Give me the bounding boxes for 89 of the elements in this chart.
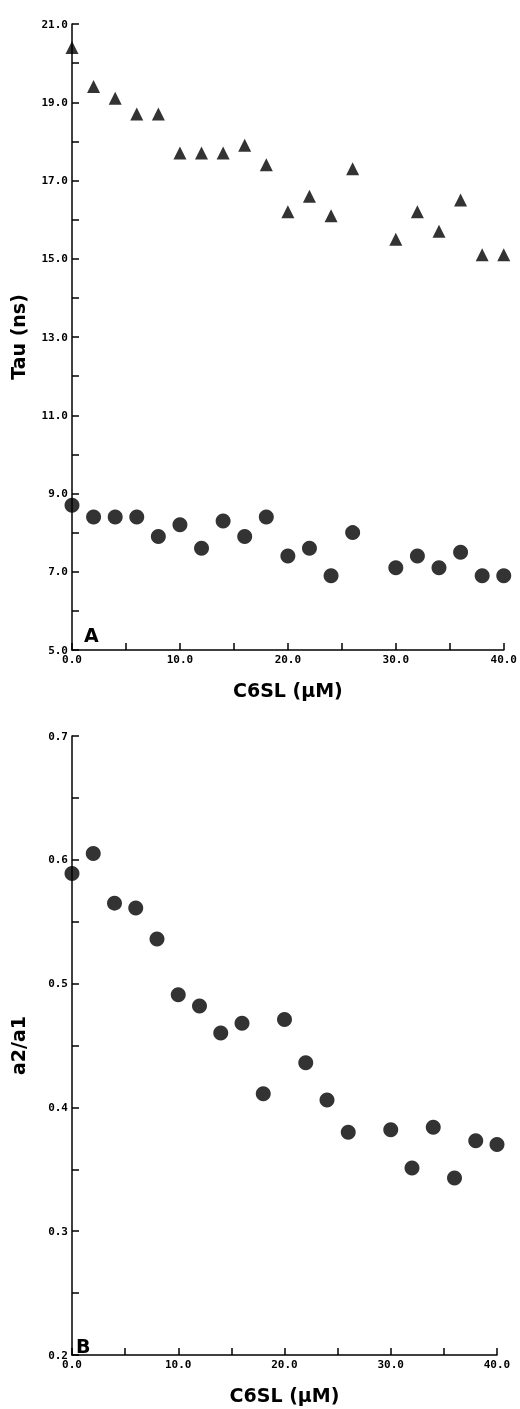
- point: [87, 80, 101, 94]
- point: [454, 193, 468, 207]
- point: [496, 568, 512, 584]
- y-tick-label: 21.0: [41, 17, 68, 31]
- point: [258, 509, 274, 525]
- point: [195, 146, 209, 160]
- point: [237, 529, 253, 545]
- point: [238, 138, 252, 152]
- y-tick-label: 0.5: [48, 977, 68, 991]
- y-tick-label: 0.3: [48, 1224, 68, 1238]
- y-axis-title: Tau (ns): [6, 294, 29, 380]
- point: [388, 560, 404, 576]
- x-tick-label: 40.0: [483, 1358, 511, 1371]
- point: [213, 1025, 229, 1041]
- y-tick-label: 9.0: [48, 487, 68, 500]
- point: [172, 517, 188, 533]
- point: [409, 548, 425, 564]
- point: [173, 146, 187, 160]
- point: [234, 1015, 250, 1031]
- point: [453, 544, 469, 560]
- x-tick-label: 10.0: [166, 653, 194, 666]
- point: [259, 158, 273, 172]
- x-tick-label: 0.0: [62, 1358, 82, 1371]
- point: [340, 1124, 356, 1140]
- point: [108, 91, 122, 105]
- point: [301, 540, 317, 556]
- x-tick-label: 20.0: [271, 1358, 298, 1371]
- x-axis-title: C6SL (µM): [229, 1383, 340, 1406]
- point: [404, 1160, 420, 1176]
- point: [302, 189, 316, 203]
- y-tick-label: 17.0: [41, 174, 68, 187]
- y-tick-label: 0.7: [48, 729, 68, 743]
- point: [323, 568, 339, 584]
- x-tick-label: 30.0: [382, 653, 410, 666]
- point: [149, 931, 165, 947]
- point: [474, 568, 490, 584]
- point: [150, 529, 166, 545]
- point: [65, 40, 79, 54]
- point: [425, 1119, 441, 1135]
- y-tick-label: 0.4: [48, 1100, 69, 1114]
- point: [432, 224, 446, 238]
- point: [389, 232, 403, 246]
- point: [64, 865, 80, 881]
- x-axis-title: C6SL (µM): [232, 678, 343, 701]
- point: [497, 248, 511, 262]
- point: [192, 998, 207, 1014]
- point: [277, 1012, 292, 1027]
- x-tick-label: 10.0: [165, 1358, 192, 1371]
- point: [85, 846, 101, 862]
- y-tick-label: 19.0: [41, 95, 68, 109]
- y-tick-label: 7.0: [48, 565, 68, 579]
- x-tick-label: 40.0: [490, 653, 517, 666]
- y-tick-label: 15.0: [41, 252, 68, 266]
- point: [324, 209, 338, 223]
- y-axis-title: a2/a1: [6, 1015, 29, 1076]
- point: [151, 107, 165, 121]
- point: [468, 1133, 484, 1149]
- point: [319, 1092, 335, 1108]
- point: [255, 1086, 271, 1102]
- x-tick-label: 30.0: [377, 1358, 404, 1371]
- point: [447, 1170, 462, 1186]
- point: [129, 509, 145, 525]
- annotation: B: [76, 1334, 91, 1357]
- point: [281, 205, 295, 219]
- point: [280, 548, 296, 564]
- annotation: A: [84, 623, 99, 646]
- point: [410, 205, 424, 219]
- point: [215, 513, 231, 529]
- point: [107, 895, 122, 911]
- point: [107, 509, 123, 525]
- point: [298, 1055, 314, 1071]
- point: [489, 1137, 505, 1153]
- point: [431, 560, 447, 576]
- point: [128, 900, 144, 916]
- x-tick-label: 20.0: [274, 653, 302, 666]
- point: [194, 540, 210, 556]
- point: [383, 1122, 399, 1138]
- y-tick-label: 0.6: [48, 853, 69, 867]
- x-tick-label: 0.0: [62, 653, 82, 666]
- point: [86, 509, 102, 525]
- point: [346, 162, 360, 176]
- point: [216, 146, 230, 160]
- point: [475, 248, 489, 262]
- point: [170, 987, 186, 1003]
- y-tick-label: 11.0: [41, 408, 68, 422]
- point: [130, 107, 144, 121]
- point: [64, 497, 80, 513]
- point: [345, 525, 361, 541]
- y-tick-label: 13.0: [41, 330, 68, 344]
